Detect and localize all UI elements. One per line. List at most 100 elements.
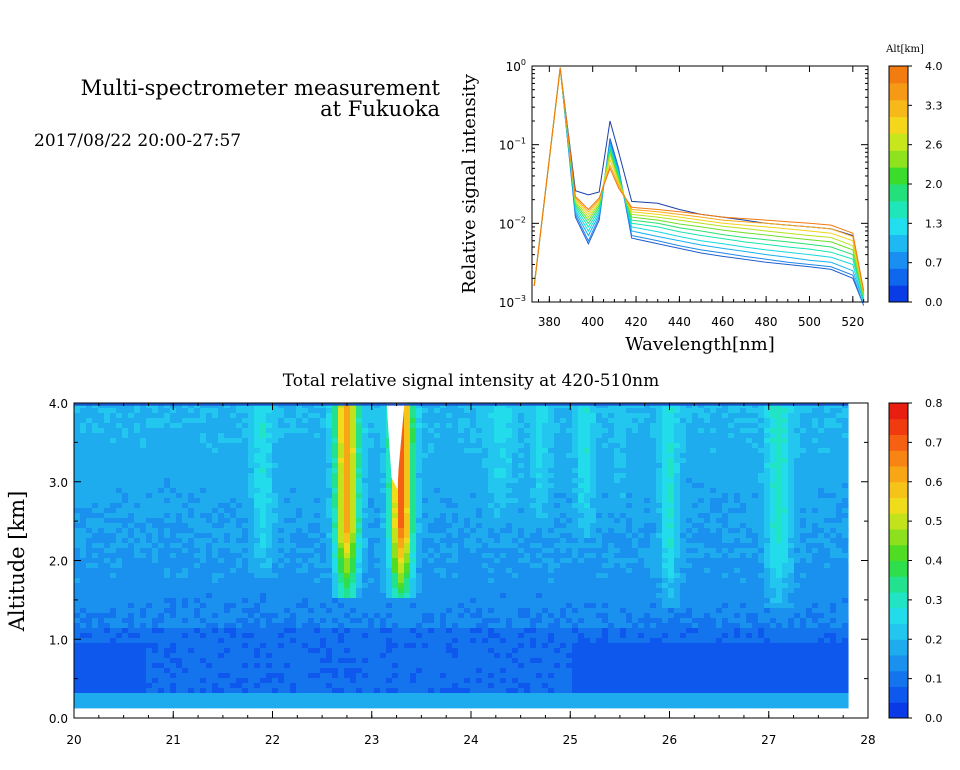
heatmap-cell bbox=[104, 493, 111, 499]
heatmap-cell bbox=[278, 648, 285, 654]
heatmap-cell bbox=[332, 503, 339, 509]
heatmap-cell bbox=[356, 668, 363, 674]
heatmap-cell bbox=[542, 548, 549, 554]
heatmap-cell bbox=[170, 703, 177, 709]
heatmap-cell bbox=[488, 633, 495, 639]
heatmap-cell bbox=[230, 483, 237, 489]
heatmap-cell bbox=[416, 428, 423, 434]
heatmap-cell bbox=[452, 623, 459, 629]
heatmap-cell bbox=[194, 508, 201, 514]
heatmap-cell bbox=[152, 643, 159, 649]
heatmap-cell bbox=[326, 528, 333, 534]
heatmap-cell bbox=[434, 628, 441, 634]
heatmap-cell bbox=[302, 578, 309, 584]
heatmap-cell bbox=[524, 548, 531, 554]
heatmap-cell bbox=[98, 518, 105, 524]
heatmap-cell bbox=[368, 438, 375, 444]
heatmap-cell bbox=[188, 528, 195, 534]
heatmap-cell bbox=[422, 658, 429, 664]
heatmap-cell bbox=[182, 588, 189, 594]
heatmap-cell bbox=[410, 508, 417, 514]
heatmap-cell bbox=[494, 408, 501, 414]
heatmap-cell bbox=[404, 623, 411, 629]
heatmap-cell bbox=[476, 633, 483, 639]
heatmap-cell bbox=[200, 593, 207, 599]
heatmap-cell bbox=[182, 518, 189, 524]
heatmap-cell bbox=[356, 548, 363, 554]
heatmap-cell bbox=[536, 598, 543, 604]
heatmap-cell bbox=[320, 668, 327, 674]
heatmap-cell bbox=[230, 513, 237, 519]
heatmap-cell bbox=[344, 538, 351, 544]
heatmap-cell bbox=[236, 528, 243, 534]
heatmap-cell bbox=[482, 543, 489, 549]
heatmap-cell bbox=[254, 573, 261, 579]
heatmap-cell bbox=[476, 668, 483, 674]
heatmap-cell bbox=[296, 658, 303, 664]
heatmap-cell bbox=[416, 453, 423, 459]
heatmap-cell bbox=[410, 418, 417, 424]
heatmap-cell bbox=[260, 478, 267, 484]
heatmap-cell bbox=[248, 633, 255, 639]
heatmap-cell bbox=[212, 468, 219, 474]
heatmap-cell bbox=[470, 668, 477, 674]
heatmap-cell bbox=[224, 573, 231, 579]
heatmap-cell bbox=[134, 668, 141, 674]
heatmap-cell bbox=[254, 623, 261, 629]
heatmap-cell bbox=[452, 663, 459, 669]
heatmap-cell bbox=[164, 478, 171, 484]
heatmap-cell bbox=[146, 513, 153, 519]
heatmap-cell bbox=[128, 678, 135, 684]
heatmap-cell bbox=[260, 598, 267, 604]
heatmap-cell bbox=[476, 683, 483, 689]
heatmap-cell bbox=[518, 578, 525, 584]
heatmap-cell bbox=[302, 688, 309, 694]
heatmap-cell bbox=[458, 428, 465, 434]
heatmap-cell bbox=[122, 553, 129, 559]
heatmap-cell bbox=[524, 543, 531, 549]
heatmap-cell bbox=[320, 498, 327, 504]
heatmap-cell bbox=[446, 668, 453, 674]
heatmap-cell bbox=[278, 558, 285, 564]
heatmap-cell bbox=[146, 533, 153, 539]
heatmap-cell bbox=[440, 623, 447, 629]
heatmap-cell bbox=[452, 473, 459, 479]
heatmap-cell bbox=[164, 588, 171, 594]
heatmap-cell bbox=[404, 588, 411, 594]
heatmap-cell bbox=[386, 508, 393, 514]
heatmap-cell bbox=[80, 583, 87, 589]
heatmap-cell bbox=[296, 668, 303, 674]
heatmap-cell bbox=[512, 488, 519, 494]
heatmap-cell bbox=[530, 498, 537, 504]
heatmap-cell bbox=[110, 443, 117, 449]
heatmap-cell bbox=[530, 573, 537, 579]
heatmap-cell bbox=[350, 598, 357, 604]
heatmap-cell bbox=[302, 523, 309, 529]
heatmap-cell bbox=[308, 688, 315, 694]
heatmap-cell bbox=[428, 408, 435, 414]
heatmap-cell bbox=[308, 528, 315, 534]
heatmap-cell bbox=[404, 543, 411, 549]
heatmap-cell bbox=[284, 693, 291, 699]
heatmap-cell bbox=[110, 433, 117, 439]
heatmap-cell bbox=[116, 428, 123, 434]
heatmap-cell bbox=[266, 578, 273, 584]
heatmap-cell bbox=[194, 558, 201, 564]
heatmap-cell bbox=[542, 528, 549, 534]
heatmap-cell bbox=[386, 588, 393, 594]
heatmap-cell bbox=[416, 503, 423, 509]
heatmap-cell bbox=[446, 413, 453, 419]
heatmap-cell bbox=[152, 578, 159, 584]
heatmap-cell bbox=[422, 473, 429, 479]
heatmap-cell bbox=[416, 408, 423, 414]
heatmap-cell bbox=[512, 603, 519, 609]
heatmap-cell bbox=[128, 593, 135, 599]
heatmap-cell bbox=[110, 538, 117, 544]
heatmap-cell bbox=[422, 648, 429, 654]
heatmap-cell bbox=[356, 603, 363, 609]
heatmap-cell bbox=[98, 583, 105, 589]
heatmap-cell bbox=[404, 403, 411, 409]
heatmap-cell bbox=[206, 488, 213, 494]
heatmap-cell bbox=[488, 688, 495, 694]
heatmap-cell bbox=[284, 518, 291, 524]
